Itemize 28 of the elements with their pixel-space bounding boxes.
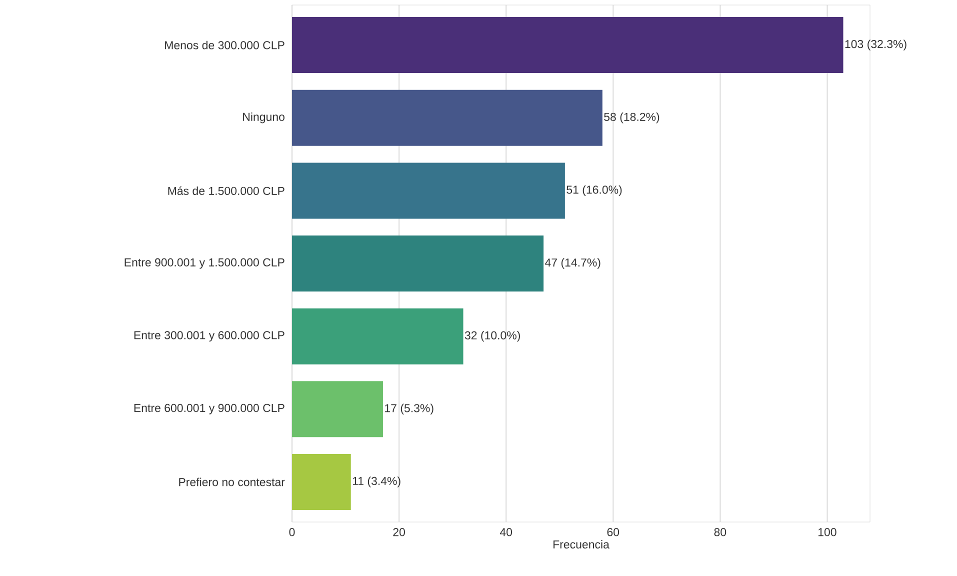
x-tick-label: 20: [393, 528, 405, 536]
y-tick-label: Ninguno: [243, 112, 284, 124]
y-tick-label: Prefiero no contestar: [179, 478, 285, 486]
y-tick-label: Entre 900.001 y 1.500.000 CLP: [124, 258, 284, 269]
data-label: 103 (32.3%): [845, 40, 906, 50]
y-tick-label: Más de 1.500.000 CLP: [168, 186, 284, 195]
y-tick-label: Menos de 300.000 CLP: [165, 40, 284, 50]
bar: [292, 17, 844, 74]
x-tick-label: 60: [607, 528, 620, 536]
x-tick-label: 100: [818, 528, 836, 536]
bar: [292, 454, 351, 510]
bar: [292, 90, 602, 146]
x-tick-label: 80: [714, 528, 726, 536]
bar: [292, 308, 464, 364]
y-tick-label: Entre 600.001 y 900.000 CLP: [134, 404, 284, 414]
x-tick-label: 0: [289, 528, 295, 536]
data-label: 51 (16.0%): [566, 185, 622, 196]
y-tick-label: Entre 300.001 y 600.000 CLP: [134, 331, 284, 342]
bar: [292, 381, 383, 438]
x-tick-label: 40: [500, 528, 512, 536]
bar: [292, 162, 565, 219]
x-axis-title: Frecuencia: [553, 540, 610, 548]
data-label: 11 (3.4%): [352, 476, 400, 488]
bar: [292, 236, 544, 292]
data-label: 17 (5.3%): [385, 404, 434, 414]
data-label: 32 (10.0%): [464, 330, 520, 342]
data-label: 47 (14.7%): [545, 258, 600, 269]
data-label: 58 (18.2%): [604, 112, 660, 124]
